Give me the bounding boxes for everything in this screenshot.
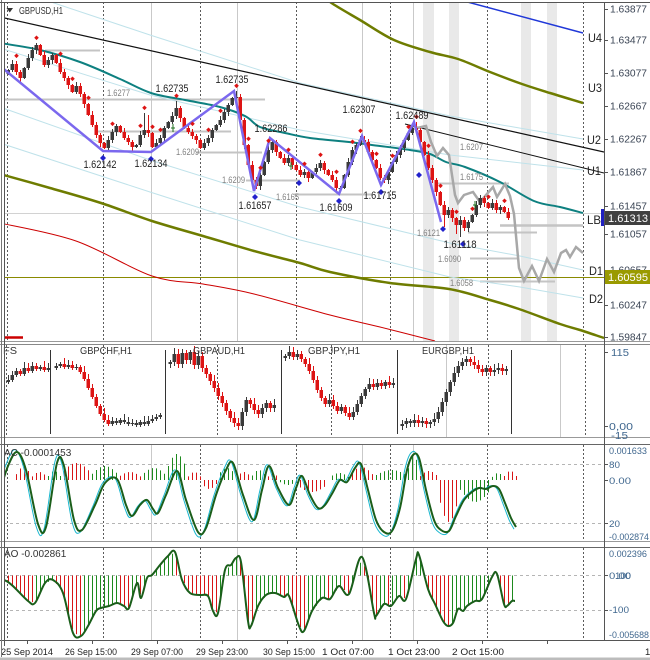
svg-text:1.61657: 1.61657 xyxy=(239,200,272,212)
svg-text:1.62142: 1.62142 xyxy=(84,159,117,171)
svg-text:1.62735: 1.62735 xyxy=(216,74,249,86)
svg-text:D2: D2 xyxy=(589,292,603,306)
svg-text:0.001633: 0.001633 xyxy=(609,446,647,457)
svg-text:1.61867: 1.61867 xyxy=(610,168,647,179)
svg-text:25 Sep 2014: 25 Sep 2014 xyxy=(1,647,53,658)
svg-text:1.62489: 1.62489 xyxy=(396,110,429,122)
svg-text:U4: U4 xyxy=(588,31,602,45)
svg-text:1.6209: 1.6209 xyxy=(222,175,245,185)
svg-text:GBPJPY,H1: GBPJPY,H1 xyxy=(308,345,360,357)
svg-text:-15: -15 xyxy=(611,431,629,442)
svg-text:AO -0.002861: AO -0.002861 xyxy=(4,549,67,560)
svg-text:1.62267: 1.62267 xyxy=(610,135,647,146)
svg-text:1.6058: 1.6058 xyxy=(450,278,473,288)
svg-text:1.62134: 1.62134 xyxy=(135,158,168,170)
svg-text:1.63477: 1.63477 xyxy=(610,36,647,47)
svg-text:GBPCHF,H1: GBPCHF,H1 xyxy=(80,345,132,357)
svg-text:1.6121: 1.6121 xyxy=(417,228,440,238)
svg-text:115: 115 xyxy=(611,348,629,359)
svg-text:1.62286: 1.62286 xyxy=(255,123,288,135)
svg-text:1.62307: 1.62307 xyxy=(343,104,376,116)
svg-text:GBPUSD,H1: GBPUSD,H1 xyxy=(19,5,63,17)
svg-text:1.60247: 1.60247 xyxy=(610,301,647,312)
svg-text:1: 1 xyxy=(645,647,650,658)
svg-text:20: 20 xyxy=(609,519,620,530)
svg-text:2 Oct 15:00: 2 Oct 15:00 xyxy=(452,647,504,658)
svg-text:30 Sep 15:00: 30 Sep 15:00 xyxy=(263,647,315,658)
svg-text:1.61715: 1.61715 xyxy=(364,190,397,202)
svg-text:FS: FS xyxy=(3,345,17,357)
svg-text:-0.005688: -0.005688 xyxy=(609,630,649,641)
svg-text:29 Sep 23:00: 29 Sep 23:00 xyxy=(196,647,248,658)
svg-text:1.61609: 1.61609 xyxy=(320,202,353,214)
svg-text:1 Oct 07:00: 1 Oct 07:00 xyxy=(322,647,374,658)
svg-text:1.59847: 1.59847 xyxy=(610,333,647,344)
svg-text:1.61057: 1.61057 xyxy=(610,230,647,241)
svg-text:0.00: 0.00 xyxy=(609,571,631,582)
svg-text:GBPAUD,H1: GBPAUD,H1 xyxy=(193,345,245,357)
svg-text:0.00: 0.00 xyxy=(609,476,631,487)
svg-text:LB: LB xyxy=(587,213,601,227)
svg-text:1.61118: 1.61118 xyxy=(444,239,477,251)
svg-text:80: 80 xyxy=(609,460,620,471)
svg-text:1.6209: 1.6209 xyxy=(176,147,199,157)
svg-text:1.6165: 1.6165 xyxy=(276,192,299,202)
svg-text:U3: U3 xyxy=(588,81,602,95)
svg-text:AC -0.0001453: AC -0.0001453 xyxy=(4,448,72,459)
svg-text:26 Sep 15:00: 26 Sep 15:00 xyxy=(65,647,117,658)
svg-text:0,00: 0,00 xyxy=(609,422,634,433)
svg-text:D1: D1 xyxy=(589,264,603,278)
svg-text:1.61457: 1.61457 xyxy=(610,202,647,213)
svg-text:1.6175: 1.6175 xyxy=(460,172,483,182)
svg-text:-0.002874: -0.002874 xyxy=(609,532,649,543)
svg-text:1.6207: 1.6207 xyxy=(460,142,483,152)
svg-text:1.62735: 1.62735 xyxy=(156,83,189,95)
svg-text:EURGBP,H1: EURGBP,H1 xyxy=(422,345,474,357)
svg-text:1.63877: 1.63877 xyxy=(610,5,647,16)
svg-text:1.61313: 1.61313 xyxy=(608,213,648,225)
svg-text:1.6277: 1.6277 xyxy=(107,88,130,98)
svg-text:1.63077: 1.63077 xyxy=(610,69,647,80)
svg-text:0.002396: 0.002396 xyxy=(609,549,647,560)
svg-text:U2: U2 xyxy=(587,133,601,147)
svg-text:29 Sep 07:00: 29 Sep 07:00 xyxy=(131,647,183,658)
svg-text:1 Oct 23:00: 1 Oct 23:00 xyxy=(388,647,440,658)
svg-text:-100: -100 xyxy=(609,605,629,616)
svg-text:1.62667: 1.62667 xyxy=(610,102,647,113)
svg-text:1.6090: 1.6090 xyxy=(438,254,461,264)
svg-text:U1: U1 xyxy=(587,164,601,178)
svg-text:1.60595: 1.60595 xyxy=(608,272,648,284)
svg-text:100: 100 xyxy=(615,571,631,582)
